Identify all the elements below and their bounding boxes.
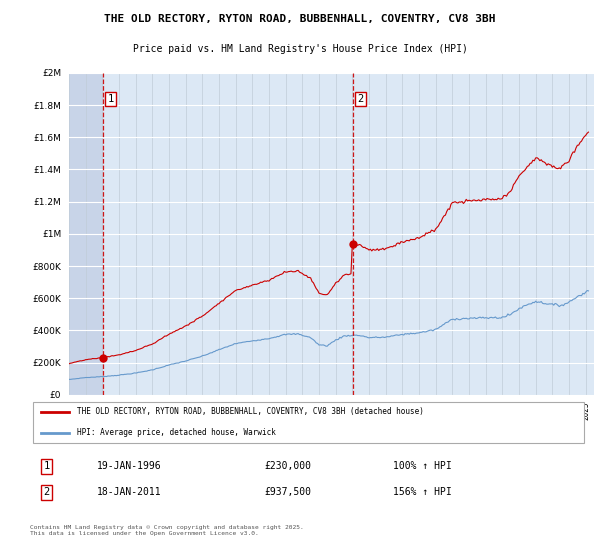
Text: £230,000: £230,000 xyxy=(265,461,311,472)
Text: £937,500: £937,500 xyxy=(265,487,311,497)
Text: Price paid vs. HM Land Registry's House Price Index (HPI): Price paid vs. HM Land Registry's House … xyxy=(133,44,467,54)
Bar xyxy=(69,73,103,395)
Text: 2: 2 xyxy=(44,487,50,497)
Text: 18-JAN-2011: 18-JAN-2011 xyxy=(97,487,161,497)
Text: Contains HM Land Registry data © Crown copyright and database right 2025.
This d: Contains HM Land Registry data © Crown c… xyxy=(30,525,304,536)
Text: HPI: Average price, detached house, Warwick: HPI: Average price, detached house, Warw… xyxy=(77,428,277,437)
Text: 156% ↑ HPI: 156% ↑ HPI xyxy=(392,487,451,497)
Text: 2: 2 xyxy=(358,94,364,104)
Text: 1: 1 xyxy=(44,461,50,472)
Text: 19-JAN-1996: 19-JAN-1996 xyxy=(97,461,161,472)
Text: 1: 1 xyxy=(107,94,113,104)
Text: 100% ↑ HPI: 100% ↑ HPI xyxy=(392,461,451,472)
FancyBboxPatch shape xyxy=(33,402,584,443)
Text: THE OLD RECTORY, RYTON ROAD, BUBBENHALL, COVENTRY, CV8 3BH (detached house): THE OLD RECTORY, RYTON ROAD, BUBBENHALL,… xyxy=(77,407,424,416)
Text: THE OLD RECTORY, RYTON ROAD, BUBBENHALL, COVENTRY, CV8 3BH: THE OLD RECTORY, RYTON ROAD, BUBBENHALL,… xyxy=(104,14,496,24)
